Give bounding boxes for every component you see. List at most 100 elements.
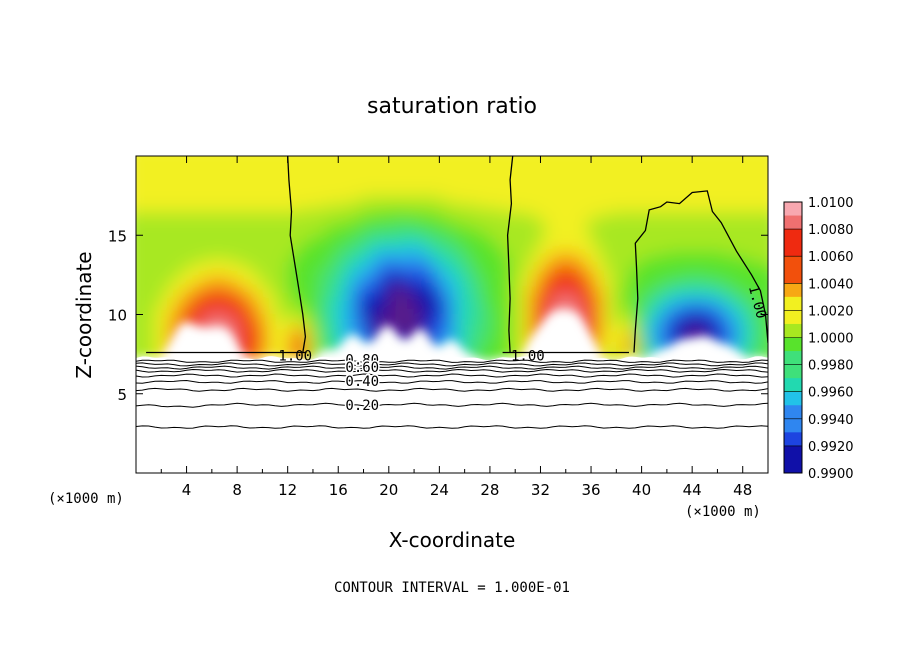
field-cell [565, 259, 573, 264]
field-cell [641, 354, 649, 359]
field-cell [331, 195, 339, 201]
field-cell [591, 266, 598, 272]
field-cell [281, 199, 289, 205]
field-cell [470, 278, 478, 284]
field-cell [199, 175, 207, 181]
field-cell [167, 183, 175, 189]
field-cell [515, 274, 523, 280]
field-cell [136, 144, 143, 149]
field-cell [319, 290, 327, 296]
field-cell [414, 223, 421, 228]
field-cell [161, 235, 169, 240]
field-cell [331, 167, 339, 173]
field-cell [338, 199, 346, 205]
field-cell [401, 171, 409, 177]
field-cell [641, 298, 649, 304]
field-cell [477, 310, 485, 316]
field-cell [458, 334, 466, 339]
field-cell [173, 231, 181, 236]
field-cell [483, 290, 491, 296]
field-cell [426, 274, 434, 280]
field-cell [262, 334, 270, 339]
field-cell [199, 148, 206, 153]
field-cell [376, 203, 384, 209]
field-cell [477, 239, 485, 244]
field-cell [300, 163, 308, 169]
field-cell [192, 167, 200, 173]
field-cell [275, 239, 282, 244]
field-cell [622, 235, 630, 240]
field-cell [300, 266, 308, 272]
field-cell [123, 263, 130, 268]
field-cell [350, 278, 358, 284]
field-cell [470, 259, 478, 264]
field-cell [123, 362, 130, 367]
field-cell [483, 255, 491, 260]
field-cell [401, 278, 409, 284]
field-cell [401, 243, 409, 248]
field-cell [224, 148, 231, 153]
field-cell [439, 219, 447, 224]
field-cell [325, 239, 333, 244]
field-cell [319, 187, 327, 193]
field-cell [186, 187, 194, 193]
field-cell [306, 247, 314, 252]
field-cell [167, 251, 175, 256]
field-cell [578, 286, 586, 292]
field-cell [350, 294, 358, 300]
field-cell [635, 251, 643, 256]
field-cell [312, 259, 320, 264]
field-cell [338, 167, 346, 173]
field-cell [603, 330, 611, 335]
field-cell [256, 159, 263, 165]
field-cell [483, 231, 491, 236]
field-cell [591, 171, 598, 177]
field-cell [154, 175, 162, 181]
field-cell [635, 294, 643, 300]
field-cell [136, 306, 143, 312]
field-cell [508, 211, 516, 217]
field-cell [287, 231, 295, 236]
field-cell [224, 239, 232, 244]
field-cell [249, 211, 257, 217]
field-cell [224, 235, 232, 240]
field-cell [515, 310, 523, 316]
field-cell [521, 259, 529, 264]
field-cell [477, 350, 485, 355]
field-cell [331, 183, 339, 189]
field-cell [319, 286, 327, 292]
field-cell [565, 243, 573, 248]
field-cell [622, 302, 630, 308]
field-cell [641, 207, 649, 213]
field-cell [433, 326, 440, 331]
field-cell [641, 167, 649, 173]
field-cell [237, 207, 245, 213]
field-cell [546, 199, 554, 205]
field-cell [344, 278, 352, 284]
field-cell [527, 274, 535, 280]
field-cell [237, 183, 245, 189]
field-cell [306, 274, 314, 280]
field-cell [616, 302, 624, 308]
field-cell [591, 219, 598, 224]
field-cell [300, 239, 308, 244]
field-cell [629, 148, 636, 153]
field-cell [540, 227, 548, 232]
field-cell [142, 148, 149, 153]
field-cell [136, 179, 143, 185]
field-cell [433, 156, 440, 161]
field-cell [211, 183, 219, 189]
field-cell [521, 274, 529, 280]
field-cell [610, 259, 617, 264]
field-cell [180, 171, 188, 177]
field-cell [307, 140, 314, 145]
field-cell [452, 326, 459, 331]
field-cell [502, 247, 510, 252]
field-cell [452, 211, 459, 217]
field-cell [344, 282, 352, 288]
field-cell [471, 148, 478, 153]
field-cell [363, 298, 371, 304]
field-cell [622, 306, 630, 312]
field-cell [553, 144, 560, 149]
field-cell [306, 251, 314, 256]
